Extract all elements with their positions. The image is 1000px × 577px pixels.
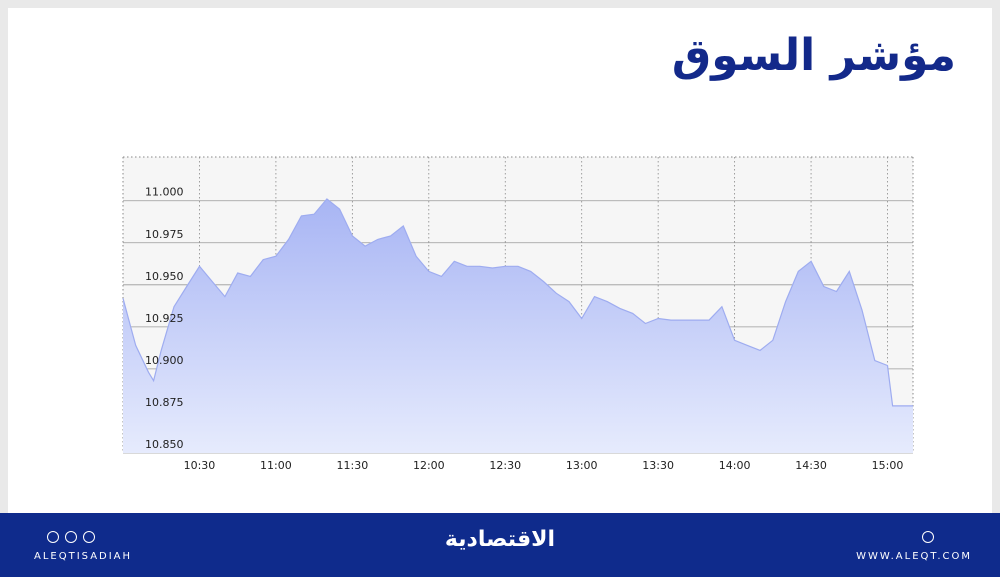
x-tick-label: 14:30 [795, 459, 827, 472]
chart-title: مؤشر السوق [671, 30, 956, 81]
x-tick-label: 11:00 [260, 459, 292, 472]
x-tick-label: 14:00 [719, 459, 751, 472]
logo: الاقتصادية [444, 527, 556, 552]
chart: 11.000 10.975 10.950 10.925 10.900 10.875 10.8… [122, 156, 914, 472]
icon-web[interactable] [922, 531, 934, 543]
footer: ALEQTISADIAH الاقتصادية WWW.ALEQT.COM [0, 513, 1000, 577]
icon-twitter[interactable] [83, 531, 95, 543]
x-tick-label: 12:00 [413, 459, 445, 472]
website: WWW.ALEQT.COM [856, 551, 972, 562]
y-tick-label: 10.900 [145, 354, 184, 367]
area [123, 199, 913, 453]
social-handle: ALEQTISADIAH [34, 551, 133, 562]
x-tick-label: 10:30 [184, 459, 216, 472]
x-tick-label: 11:30 [337, 459, 369, 472]
y-tick-label: 10.925 [145, 312, 184, 325]
y-tick-label: 10.975 [145, 228, 184, 241]
y-tick-label: 11.000 [145, 186, 184, 199]
x-tick-label: 13:30 [642, 459, 674, 472]
y-tick-label: 10.850 [145, 438, 184, 451]
x-tick-label: 15:00 [872, 459, 904, 472]
icon-instagram[interactable] [47, 531, 59, 543]
icon-facebook[interactable] [65, 531, 77, 543]
x-tick-label: 12:30 [489, 459, 521, 472]
x-tick-label: 13:00 [566, 459, 598, 472]
y-tick-label: 10.950 [145, 270, 184, 283]
y-tick-label: 10.875 [145, 396, 184, 409]
line [122, 198, 913, 407]
